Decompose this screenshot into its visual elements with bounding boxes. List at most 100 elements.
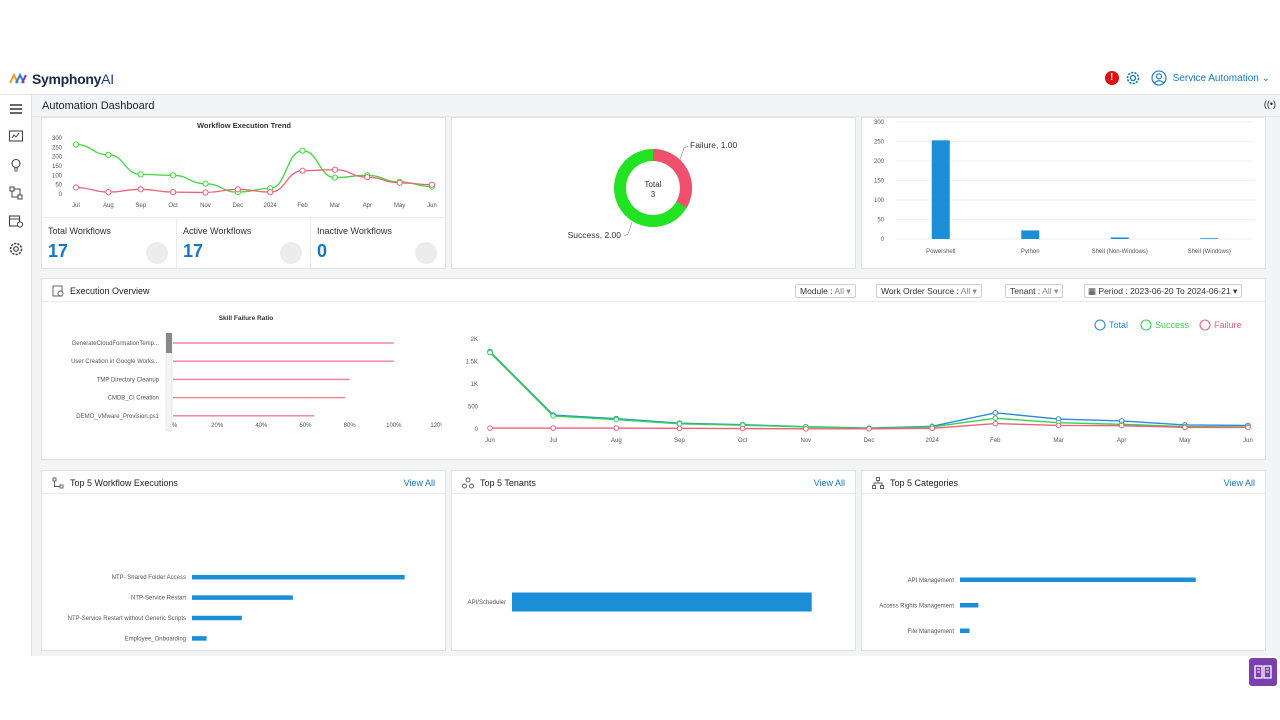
tenants-icon (462, 477, 474, 489)
exec-failure-point (739, 425, 746, 432)
script-y-tick: 200 (874, 159, 885, 165)
skill-label: DEMO_VMware_Provision.ps1 (76, 414, 159, 420)
bar-label: NTP-Service Restart (131, 596, 186, 602)
overview-icon (52, 285, 64, 297)
exec-success-point (613, 416, 620, 423)
stats-row: Total Workflows 17 Active Workflows 17 I… (42, 217, 445, 270)
top-tenants-title: Top 5 Tenants (480, 478, 536, 488)
stat-value: 0 (317, 241, 328, 261)
exec-success-point (487, 349, 493, 356)
workflow-icon[interactable] (8, 185, 24, 201)
trend-x-tick: May (394, 203, 405, 209)
exec-success-point (992, 415, 999, 421)
top-tenants-bar-chart: 01K2K3K4KAPI/SchedulerNo.Of Executions (468, 592, 812, 612)
stat-label: Active Workflows (183, 226, 252, 236)
skill-x-tick: 60% (299, 423, 312, 429)
script-y-tick: 300 (874, 120, 885, 126)
sidebar (0, 95, 32, 656)
stat-active-workflows[interactable]: Active Workflows 17 (177, 218, 311, 270)
trend-success-point (72, 141, 80, 148)
exec-x-tick: 2024 (925, 438, 939, 444)
execution-overview-card: Execution Overview Module : All ▾ Work O… (41, 278, 1266, 460)
bar (960, 628, 970, 633)
trend-x-tick: Oct (168, 203, 178, 209)
exec-failure-point (676, 425, 683, 432)
top-workflows-view-all-link[interactable]: View All (403, 478, 435, 488)
top-tenants-card: Top 5 Tenants View All 01K2K3K4KAPI/Sche… (451, 470, 856, 651)
trend-success-point (299, 147, 306, 154)
trend-failure-point (331, 166, 339, 173)
script-bar (1021, 230, 1040, 239)
top-right-controls: ! Service Automation ⌄ (1104, 70, 1270, 86)
exec-x-tick: Apr (1117, 438, 1126, 444)
script-bar (1110, 237, 1129, 239)
exec-failure-point (1245, 424, 1251, 431)
work-order-source-filter[interactable]: Work Order Source : All ▾ (876, 284, 982, 298)
alert-icon[interactable]: ! (1104, 71, 1119, 85)
stat-inactive-workflows[interactable]: Inactive Workflows 0 (311, 218, 445, 270)
bar (192, 574, 405, 580)
success-leader-line (623, 221, 633, 237)
exec-failure-point (866, 425, 872, 432)
exec-x-tick: Aug (611, 438, 622, 444)
book-icon[interactable] (1249, 658, 1277, 686)
stat-value: 17 (48, 241, 69, 261)
script-type-bar-chart: 300 250 200 150 100 50 0 Powershell Python Shell … (874, 120, 1254, 255)
script-x-tick: Shell (Non-Windows) (1092, 249, 1148, 255)
trend-success-line (75, 143, 433, 193)
divider (42, 493, 445, 494)
settings-icon[interactable] (8, 241, 24, 257)
trend-success-point (105, 151, 112, 158)
brand-logo[interactable]: SymphonyAI (9, 71, 114, 87)
broadcast-icon[interactable]: ((•) (1263, 99, 1276, 109)
dashboard-icon[interactable] (8, 128, 24, 144)
trend-success-point (331, 174, 339, 181)
skill-label: GenerateCloudFormationTemp... (72, 341, 160, 347)
exec-x-tick: Jun (1243, 438, 1253, 444)
donut-center-label: Total (645, 180, 662, 189)
bar-label: API Management (908, 578, 955, 584)
skill-x-tick: 80% (344, 423, 357, 429)
top-categories-view-all-link[interactable]: View All (1223, 478, 1255, 488)
stat-value: 17 (183, 241, 204, 261)
exec-y-tick: 500 (468, 405, 479, 411)
donut-center-value: 3 (651, 190, 656, 199)
trend-failure-point (169, 189, 177, 196)
script-x-tick: Python (1021, 249, 1040, 255)
gear-icon[interactable] (1125, 70, 1141, 86)
exec-y-tick: 1K (471, 382, 478, 388)
symphony-logo-icon (9, 73, 27, 84)
top-workflows-title: Top 5 Workflow Executions (70, 478, 178, 488)
user-menu[interactable]: Service Automation ⌄ (1172, 72, 1270, 84)
trend-failure-point (137, 186, 144, 193)
calendar-icon: ▦ (1088, 286, 1097, 296)
skill-x-tick: 100% (386, 423, 402, 429)
exec-x-tick: Nov (800, 438, 811, 444)
workflow-execution-trend-chart: Workflow Execution Trend 300 250 200 150 100… (52, 121, 437, 209)
stat-total-workflows[interactable]: Total Workflows 17 (42, 218, 177, 270)
skill-x-tick: 120% (430, 423, 442, 429)
trend-x-tick: Dec (232, 203, 243, 209)
calendar-settings-icon[interactable] (8, 213, 24, 229)
page-title: Automation Dashboard (42, 100, 155, 112)
skill-bar (173, 415, 315, 417)
bar (192, 595, 293, 600)
trend-success-point (169, 172, 177, 179)
legend-failure-marker (1199, 319, 1211, 331)
trend-success-point (137, 171, 144, 178)
period-filter[interactable]: ▦ Period : 2023-06-20 To 2024-06-21 ▾ (1084, 284, 1243, 298)
trend-x-tick: Feb (297, 203, 308, 209)
exec-x-tick: Jun (485, 438, 495, 444)
skill-x-tick: 20% (211, 423, 224, 429)
user-icon[interactable] (1151, 70, 1167, 86)
script-type-card: 300 250 200 150 100 50 0 Powershell Python Shell … (861, 117, 1266, 269)
execution-trend-chart: 2K 1.5K 1K 500 0 Jun Jul Aug Sep Oct Nov Dec 2024 Feb… (466, 319, 1253, 444)
top-tenants-view-all-link[interactable]: View All (813, 478, 845, 488)
idea-icon[interactable] (8, 157, 24, 173)
top-categories-card: Top 5 Categories View All 01K2K3KAPI Man… (861, 470, 1266, 651)
exec-y-tick: 2K (471, 337, 478, 343)
tenant-filter[interactable]: Tenant : All ▾ (1005, 284, 1064, 298)
brand-name: SymphonyAI (32, 71, 114, 87)
module-filter[interactable]: Module : All ▾ (795, 284, 856, 298)
menu-icon[interactable] (8, 101, 24, 117)
